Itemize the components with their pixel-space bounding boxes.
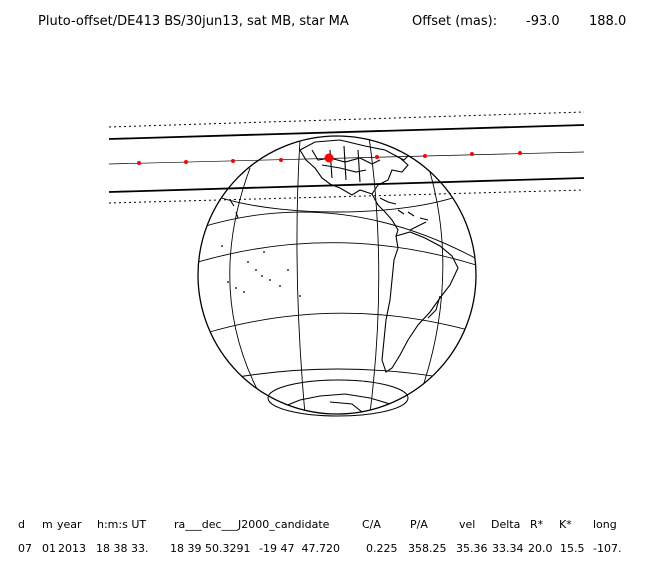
shadow-south-limit (108, 177, 585, 193)
shadow-path (108, 111, 585, 204)
parallel-60s (231, 368, 446, 379)
plot-title: Pluto-offset/DE413 BS/30jun13, sat MB, s… (0, 14, 646, 34)
cell-ra: 18 39 50.3291 (170, 542, 251, 555)
cell-pa: 358.25 (408, 542, 447, 555)
island-dots (221, 245, 301, 297)
header-long: long (593, 518, 617, 531)
coastlines (229, 139, 459, 413)
header-vel: vel (459, 518, 476, 531)
shadow-north-uncertainty (108, 111, 585, 128)
cell-dec: -19 47 47.720 (259, 542, 340, 555)
shadow-north-limit (108, 124, 585, 140)
cell-d: 07 (18, 542, 32, 555)
north-america (299, 139, 409, 196)
header-hms: h:m:s UT (97, 518, 147, 531)
header-radec: ra___dec___J2000_candidate (174, 518, 330, 531)
offset-y-value: 188.0 (589, 14, 627, 29)
header-kstar: K* (559, 518, 572, 531)
cell-ca: 0.225 (366, 542, 398, 555)
meridian-2 (368, 136, 380, 414)
cell-hms: 18 38 33. (96, 542, 149, 555)
parallel-30n (198, 211, 476, 259)
plot-label: Pluto-offset/DE413 BS/30jun13, sat MB, s… (38, 14, 349, 29)
cell-year: 2013 (58, 542, 86, 555)
central-america (371, 193, 399, 237)
south-america (381, 231, 459, 373)
equator (198, 242, 476, 266)
shadow-south-uncertainty (108, 189, 585, 204)
meridian-4 (419, 171, 444, 396)
offset-label: Offset (mas): (412, 14, 498, 29)
shadow-centerline (108, 151, 585, 165)
header-year: year (57, 518, 82, 531)
cell-m: 01 (42, 542, 56, 555)
header-rstar: R* (530, 518, 544, 531)
antarctic-circle (267, 379, 409, 417)
header-m: m (42, 518, 53, 531)
globe-outline (197, 135, 477, 415)
antarctica (279, 393, 401, 411)
header-ca: C/A (362, 518, 381, 531)
parallel-30s (205, 312, 469, 334)
cell-delta: 33.34 (492, 542, 524, 555)
graticule (198, 136, 476, 414)
header-pa: P/A (410, 518, 428, 531)
caribbean (397, 209, 429, 221)
pacific-islands (229, 199, 239, 219)
cell-long: -107. (593, 542, 622, 555)
cell-kstar: 15.5 (560, 542, 585, 555)
header-d: d (18, 518, 25, 531)
time-markers (137, 151, 522, 165)
meridian-1 (296, 139, 306, 414)
parallel-60n (198, 136, 476, 213)
offset-x-value: -93.0 (526, 14, 560, 29)
cell-rstar: 20.0 (528, 542, 553, 555)
closest-approach-marker (324, 153, 334, 163)
cell-vel: 35.36 (456, 542, 488, 555)
header-delta: Delta (491, 518, 521, 531)
meridian-3 (229, 167, 261, 396)
